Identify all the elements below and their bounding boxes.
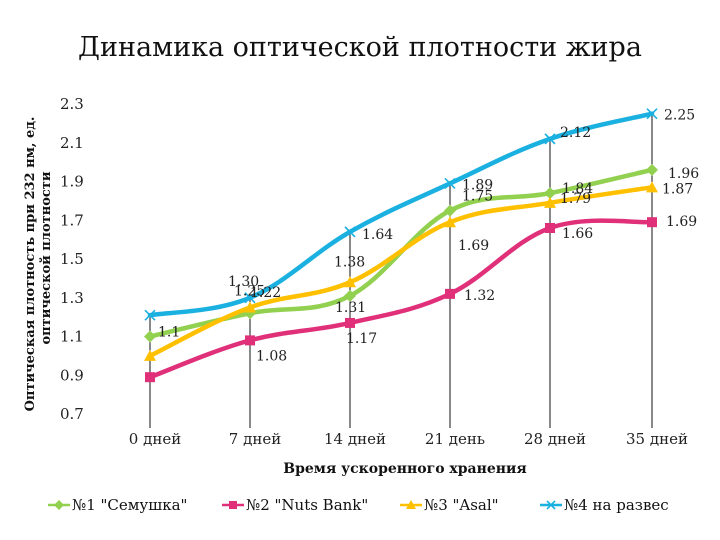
marker-diamond [646, 163, 658, 176]
legend-item: №4 на развес [540, 496, 669, 514]
marker-square [445, 288, 455, 299]
data-label: 1.79 [560, 191, 591, 207]
marker-square [145, 372, 155, 383]
data-label: 1.22 [250, 285, 281, 301]
x-tick-label: 21 день [425, 430, 485, 448]
legend-item: №2 "Nuts Bank" [222, 496, 368, 514]
data-label: 1.69 [458, 238, 489, 254]
marker-square [545, 223, 555, 233]
x-tick-label: 14 дней [324, 430, 386, 448]
series-line [147, 111, 655, 318]
marker-triangle [244, 301, 256, 313]
marker-triangle [646, 181, 658, 193]
y-tick-label: 1.1 [60, 328, 84, 346]
marker-triangle [406, 500, 416, 509]
chart-title: Динамика оптической плотности жира [78, 32, 642, 63]
data-label: 1.96 [668, 166, 699, 182]
y-tick-label: 2.1 [60, 134, 84, 152]
data-label: 1.25 [234, 283, 265, 299]
data-label: 1.84 [562, 181, 593, 197]
legend-item: №1 "Семушка" [48, 496, 187, 514]
marker-square [229, 501, 237, 509]
marker-diamond [144, 330, 156, 343]
y-axis-title: Оптическая плотность при 232 нм, ед. опт… [23, 117, 54, 412]
x-axis: 0 дней 7 дней 14 дней 21 день 28 дней 35 дней [129, 430, 688, 448]
marker-x [544, 133, 556, 145]
marker-triangle [344, 276, 356, 288]
data-label: 1.69 [666, 214, 697, 230]
marker-x [646, 108, 658, 120]
data-label: 1.75 [462, 189, 493, 205]
data-label: 2.25 [664, 108, 695, 124]
legend-label: №1 "Семушка" [72, 496, 187, 514]
x-tick-label: 28 дней [524, 430, 586, 448]
data-label: 1.89 [462, 177, 493, 193]
data-label: 1.87 [662, 181, 693, 197]
data-label: 1.31 [335, 300, 366, 316]
data-label: 1.66 [562, 226, 593, 242]
x-tick-label: 0 дней [129, 430, 181, 448]
y-tick-label: 1.9 [60, 173, 84, 191]
y-axis-title-line-2: оптической плотности [39, 171, 54, 344]
series-3 [144, 181, 658, 361]
marker-x [344, 226, 356, 238]
y-tick-label: 1.3 [60, 289, 84, 307]
marker-triangle [444, 216, 456, 228]
data-label: 2.12 [560, 125, 591, 141]
category-drop-lines [149, 113, 653, 428]
series-line [147, 218, 655, 380]
legend-item: №3 "Asal" [400, 496, 499, 514]
legend-label: №3 "Asal" [424, 496, 499, 514]
marker-square [245, 335, 255, 346]
marker-diamond [444, 204, 456, 217]
marker-triangle [144, 349, 156, 361]
marker-diamond [54, 500, 64, 510]
series-4 [144, 108, 658, 321]
marker-square [647, 217, 657, 228]
data-label: 1.32 [464, 288, 495, 304]
y-tick-label: 1.7 [60, 211, 84, 229]
marker-x [444, 177, 456, 190]
marker-x [546, 500, 556, 510]
y-tick-label: 0.9 [60, 366, 84, 384]
series-2 [145, 217, 657, 383]
data-label: 1.17 [346, 331, 377, 347]
marker-x [244, 292, 256, 304]
legend-label: №2 "Nuts Bank" [246, 496, 368, 514]
x-tick-label: 7 дней [229, 430, 281, 448]
x-tick-label: 35 дней [626, 430, 688, 448]
data-label: 1.08 [256, 348, 287, 364]
marker-diamond [344, 289, 356, 302]
data-label: 1.30 [228, 274, 259, 290]
y-tick-label: 2.3 [60, 95, 84, 113]
y-axis: 0.7 0.9 1.1 1.3 1.5 1.7 1.9 2.1 2.3 [60, 95, 84, 423]
series-group [144, 108, 658, 383]
data-label: 1.38 [334, 254, 365, 270]
marker-triangle [544, 196, 556, 208]
marker-diamond [544, 187, 556, 200]
y-tick-label: 1.5 [60, 250, 84, 268]
x-axis-title: Время ускоренного хранения [283, 461, 527, 477]
legend-label: №4 на развес [564, 496, 669, 514]
data-label: 1.1 [158, 325, 180, 341]
data-labels: 1.1 1.31 1.75 1.84 1.96 1.08 1.17 1.32 1.66 1.69 1… [158, 108, 699, 365]
legend: №1 "Семушка" №2 "Nuts Bank" №3 "Asal" №4 на… [48, 496, 669, 514]
y-tick-label: 0.7 [60, 405, 84, 423]
data-label: 1.64 [362, 227, 393, 243]
series-line [147, 185, 655, 359]
y-axis-title-line-1: Оптическая плотность при 232 нм, ед. [23, 117, 38, 412]
marker-x [144, 309, 156, 321]
marker-square [345, 317, 355, 328]
